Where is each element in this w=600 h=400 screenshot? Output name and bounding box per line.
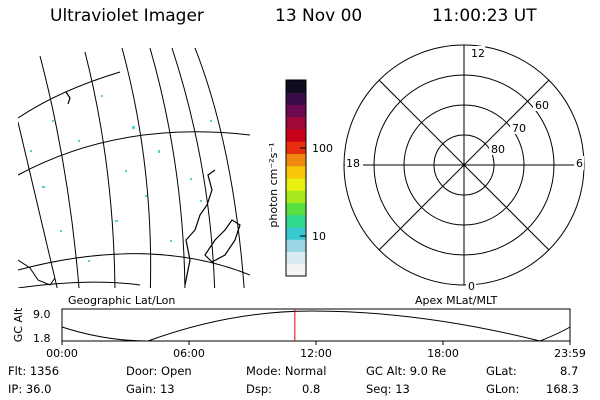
door-status: Door: Open [126,364,192,378]
timeline-x-tick: 23:59 [554,347,586,360]
label-bg [489,141,509,155]
label-bg [466,278,476,292]
color-scale-segment [286,104,306,118]
map-edge-top [18,71,121,119]
geo-panel-label: Geographic Lat/Lon [68,294,175,307]
color-scale-bar [286,80,306,277]
meridian-line [194,48,245,288]
glat-label: GLat: [486,364,517,378]
timeline-x-tick: 06:00 [173,347,205,360]
color-scale-segment [286,263,306,277]
latitude-line [18,253,250,276]
meridian-line [149,48,186,288]
mode-value: Mode: Normal [246,364,327,378]
coastline [204,219,241,263]
color-scale-segment [286,178,306,191]
polar-panel-label: Apex MLat/MLT [415,294,498,307]
color-scale-frame [285,79,307,277]
meridian-line [18,121,58,288]
mlat-label-80: 80 [491,143,505,156]
geographic-map [18,48,250,288]
mlt-label-18: 18 [346,157,360,170]
latitude-line [18,281,141,288]
mlt-label-6: 6 [576,157,583,170]
polar-plot [343,44,585,286]
altitude-curve [61,310,571,342]
timeline-y-tick-max: 9.0 [33,308,51,321]
mlat-label-60: 60 [535,99,549,112]
meridian-line [39,55,80,288]
meridian-line [171,48,216,288]
timeline-x-tick: 18:00 [427,347,459,360]
color-scale-segment [286,92,306,105]
mlt-label-0: 0 [468,280,475,293]
altitude-timeline [61,308,571,345]
meridian-line [84,51,116,288]
sequence-number: Seq: 13 [366,382,410,396]
instrument-title: Ultraviolet Imager [50,6,204,26]
uv-emission-dots [30,95,212,262]
color-scale-segment [286,80,306,93]
color-scale-segment [286,227,306,240]
color-scale-segment [286,153,306,167]
flight-number: Flt: 1356 [8,364,60,378]
latitude-line [18,131,250,176]
color-scale-segment [286,165,306,179]
color-tick-label-100: 100 [312,142,333,155]
label-bg [469,46,485,60]
ip-value: IP: 36.0 [8,382,52,396]
label-bg [345,156,363,170]
color-scale-segment [286,239,306,252]
date-label: 13 Nov 00 [275,6,363,26]
timeline-frame [61,308,571,342]
timeline-y-label: GC Alt [12,307,25,342]
glon-label: GLon: [486,382,520,396]
timeline-y-tick-min: 1.8 [33,332,51,345]
glat-value: 8.7 [560,364,579,378]
color-scale-segment [286,214,306,228]
timeline-x-tick: 12:00 [300,347,332,360]
color-scale-segment [286,251,306,265]
label-bg [510,120,530,134]
color-scale-segment [286,141,306,154]
color-scale-segment [286,202,306,216]
dsp-value: 0.8 [302,382,321,396]
coastline [18,259,56,286]
dsp-label: Dsp: [246,382,273,396]
mlat-label-70: 70 [512,122,526,135]
color-tick-label-10: 10 [312,230,326,243]
label-bg [533,97,553,111]
coastline [184,169,216,286]
gain-value: Gain: 13 [126,382,175,396]
gc-altitude: GC Alt: 9.0 Re [366,364,447,378]
color-scale-segment [286,116,306,130]
color-unit-label: photon cm⁻²s⁻¹ [267,142,280,227]
timeline-x-tick: 00:00 [46,347,78,360]
glon-value: 168.3 [546,382,579,396]
meridian-line [121,48,152,288]
polar-diagonal [378,79,550,251]
coastline [65,91,71,105]
color-scale-segment [286,129,306,142]
label-bg [574,156,584,170]
mlt-label-12: 12 [471,47,485,60]
color-scale-segment [286,190,306,203]
time-label: 11:00:23 UT [432,6,537,26]
